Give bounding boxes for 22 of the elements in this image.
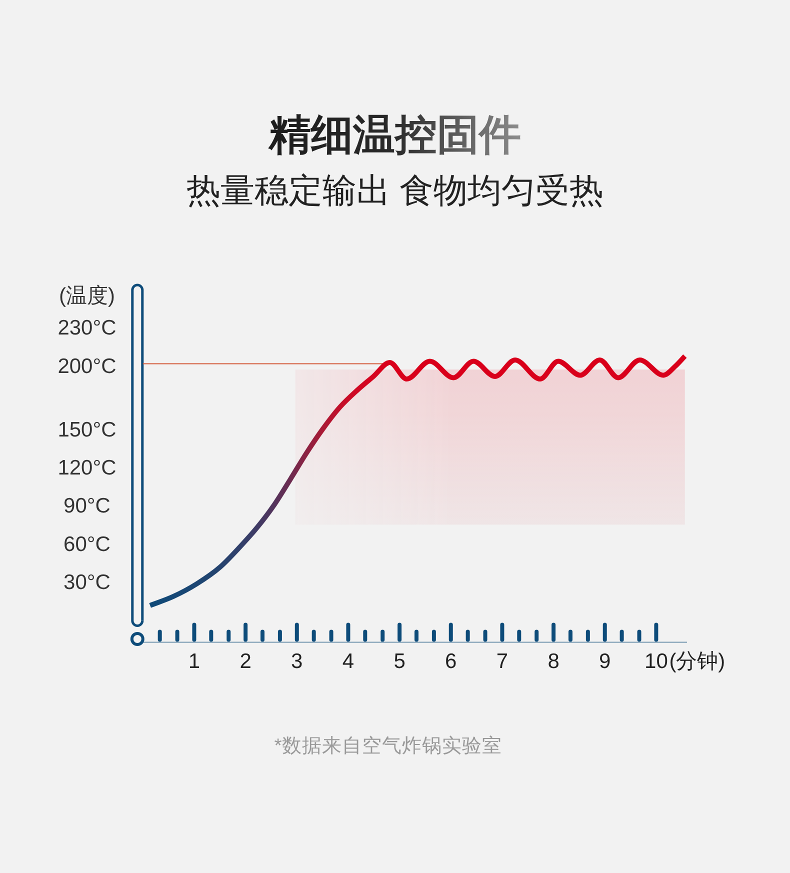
x-tick-label: 1 (188, 650, 200, 673)
y-tick-label: 230°C (58, 316, 116, 340)
y-tick-label: 120°C (58, 456, 116, 480)
x-tick-label: 5 (394, 650, 406, 673)
x-tick-label: 8 (548, 650, 560, 673)
y-tick-label: 30°C (64, 571, 110, 594)
annotation: *数据来自空气炸锅实验室 (274, 735, 502, 757)
x-tick-label: 7 (496, 650, 508, 673)
y-axis-title: (温度) (59, 284, 115, 308)
y-tick-label: 60°C (64, 532, 110, 556)
y-tick-label: 150°C (58, 418, 116, 442)
x-tick-label: 2 (240, 650, 252, 673)
subtitle: 热量稳定输出 食物均匀受热 (186, 172, 604, 210)
y-tick-label: 90°C (64, 494, 110, 518)
x-axis-title: (分钟) (669, 650, 726, 673)
x-tick-label: 3 (291, 650, 303, 673)
x-tick-label: 4 (342, 650, 354, 673)
x-tick-label: 10 (644, 650, 668, 673)
y-tick-label: 200°C (58, 354, 116, 378)
x-tick-label: 9 (599, 650, 611, 673)
x-tick-label: 6 (445, 650, 457, 673)
title: 精细温控固件 (269, 111, 521, 158)
